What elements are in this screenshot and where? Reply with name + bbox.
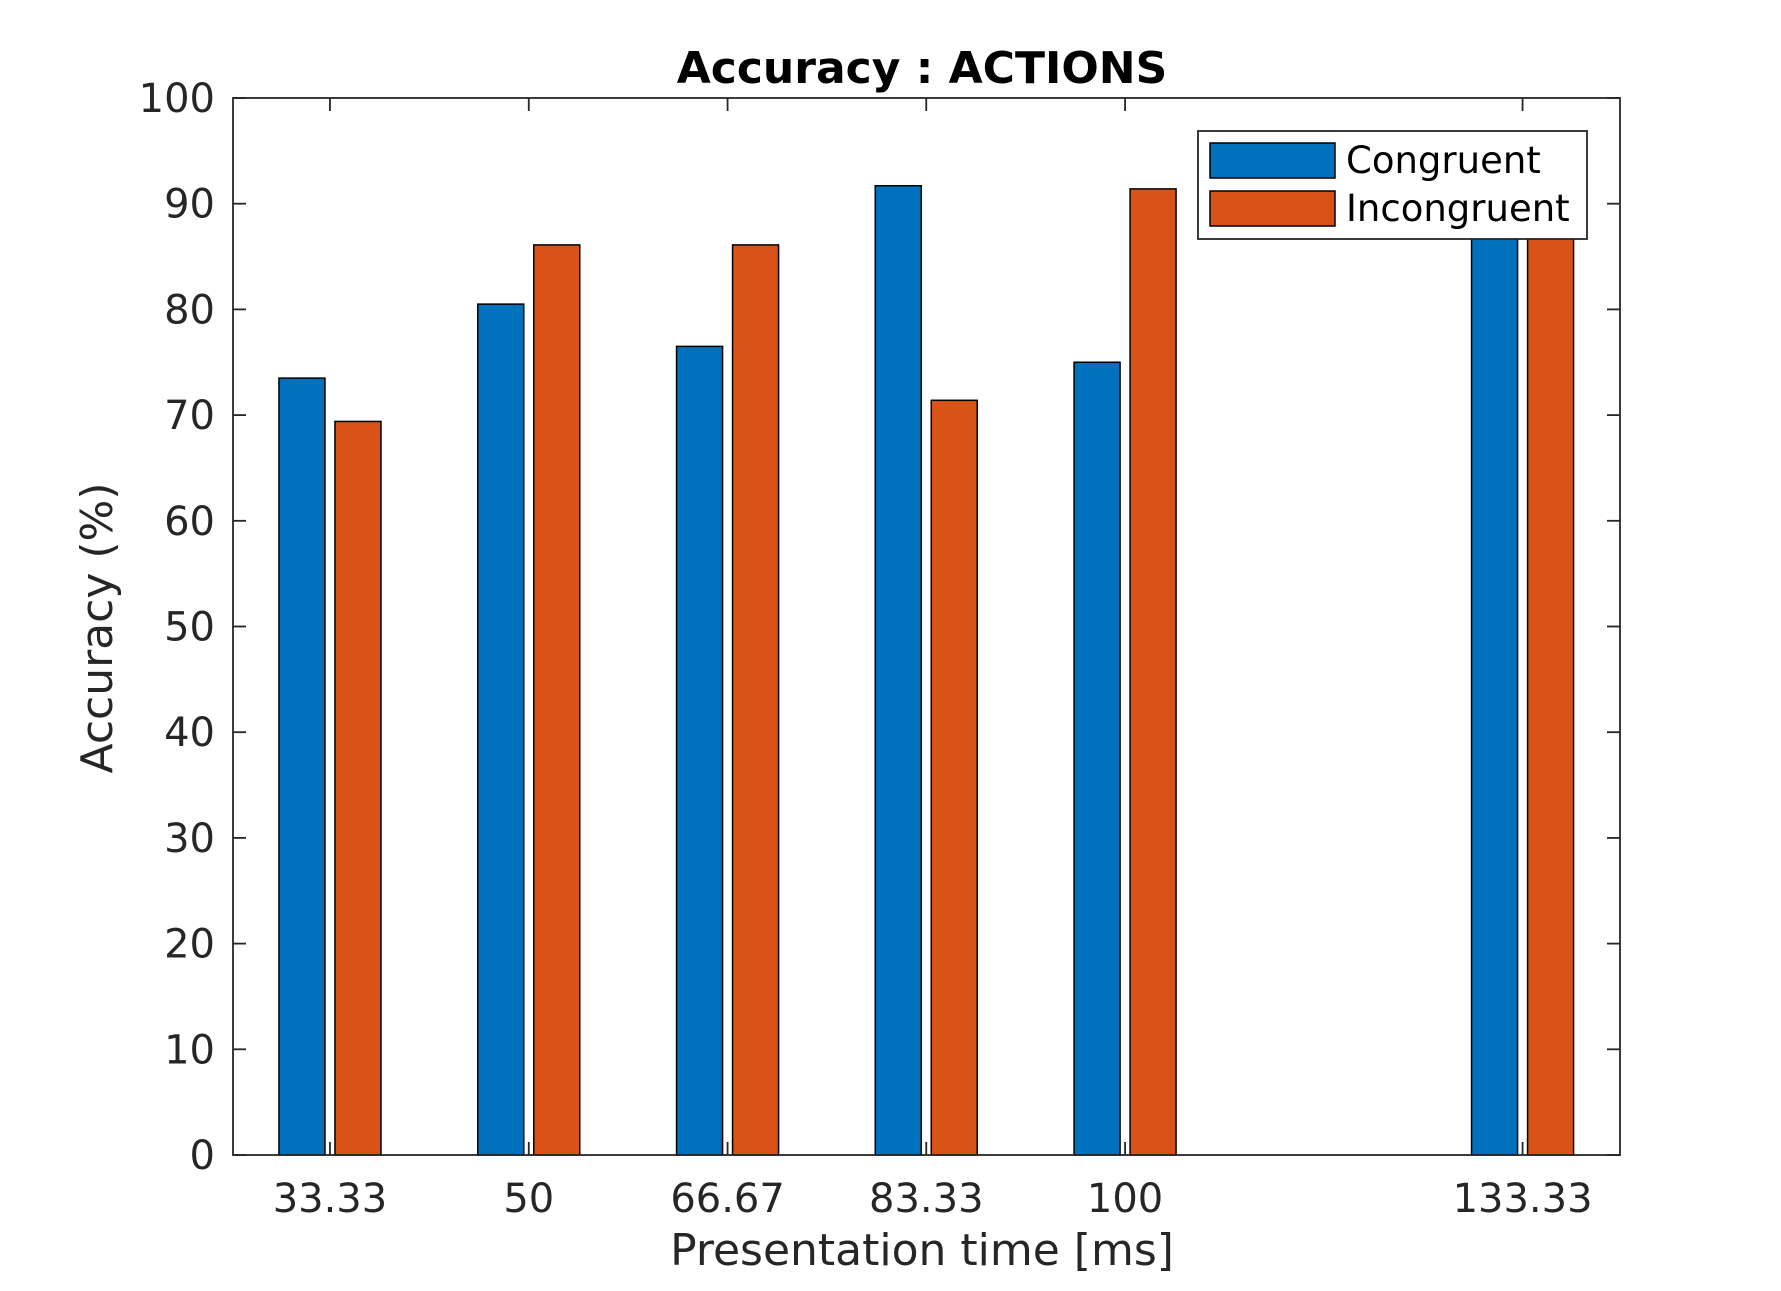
x-tick-label: 50 xyxy=(503,1176,554,1222)
legend-label-incongruent: Incongruent xyxy=(1346,187,1570,230)
bar-incongruent-66.67 xyxy=(731,244,780,1156)
y-tick-label: 80 xyxy=(164,287,215,333)
y-tick-label: 0 xyxy=(190,1133,215,1179)
x-tick-label: 100 xyxy=(1087,1176,1163,1222)
bar-incongruent-133.33 xyxy=(1526,202,1575,1156)
y-tick-label: 10 xyxy=(164,1027,215,1073)
legend-swatch-incongruent xyxy=(1209,190,1336,227)
bar-congruent-100 xyxy=(1073,361,1121,1156)
y-tick-label: 70 xyxy=(164,393,215,439)
y-axis-title: Accuracy (%) xyxy=(72,482,123,773)
x-axis-title: Presentation time [ms] xyxy=(670,1225,1174,1276)
y-tick-label: 90 xyxy=(164,182,215,228)
bar-incongruent-100 xyxy=(1129,188,1177,1156)
legend: Congruent Incongruent xyxy=(1197,130,1588,240)
chart-title: Accuracy : ACTIONS xyxy=(677,43,1168,94)
x-tick-label: 133.33 xyxy=(1453,1176,1593,1222)
bar-incongruent-33.33 xyxy=(334,420,382,1156)
x-tick-label: 33.33 xyxy=(273,1176,388,1222)
y-tick-label: 30 xyxy=(164,816,215,862)
x-tick-label: 83.33 xyxy=(869,1176,984,1222)
legend-swatch-congruent xyxy=(1209,142,1336,179)
y-tick-label: 40 xyxy=(164,710,215,756)
plot-area: 0 10 20 30 40 50 60 70 80 90 100 33.33 50 66.67 83.33 1… xyxy=(139,76,1621,1222)
bar-congruent-50 xyxy=(477,303,525,1156)
bar-congruent-83.33 xyxy=(874,184,923,1156)
bar-incongruent-83.33 xyxy=(930,399,979,1156)
legend-label-congruent: Congruent xyxy=(1346,139,1541,182)
y-tick-label: 20 xyxy=(164,922,215,968)
y-tick-label: 60 xyxy=(164,499,215,545)
y-tick-label: 100 xyxy=(139,76,215,122)
y-tick-label: 50 xyxy=(164,605,215,651)
bar-congruent-33.33 xyxy=(278,377,326,1156)
x-tick-label: 66.67 xyxy=(670,1176,785,1222)
axes-box xyxy=(232,97,1621,1156)
bar-congruent-133.33 xyxy=(1470,192,1519,1156)
bar-congruent-66.67 xyxy=(675,345,724,1156)
bar-incongruent-50 xyxy=(533,244,581,1156)
